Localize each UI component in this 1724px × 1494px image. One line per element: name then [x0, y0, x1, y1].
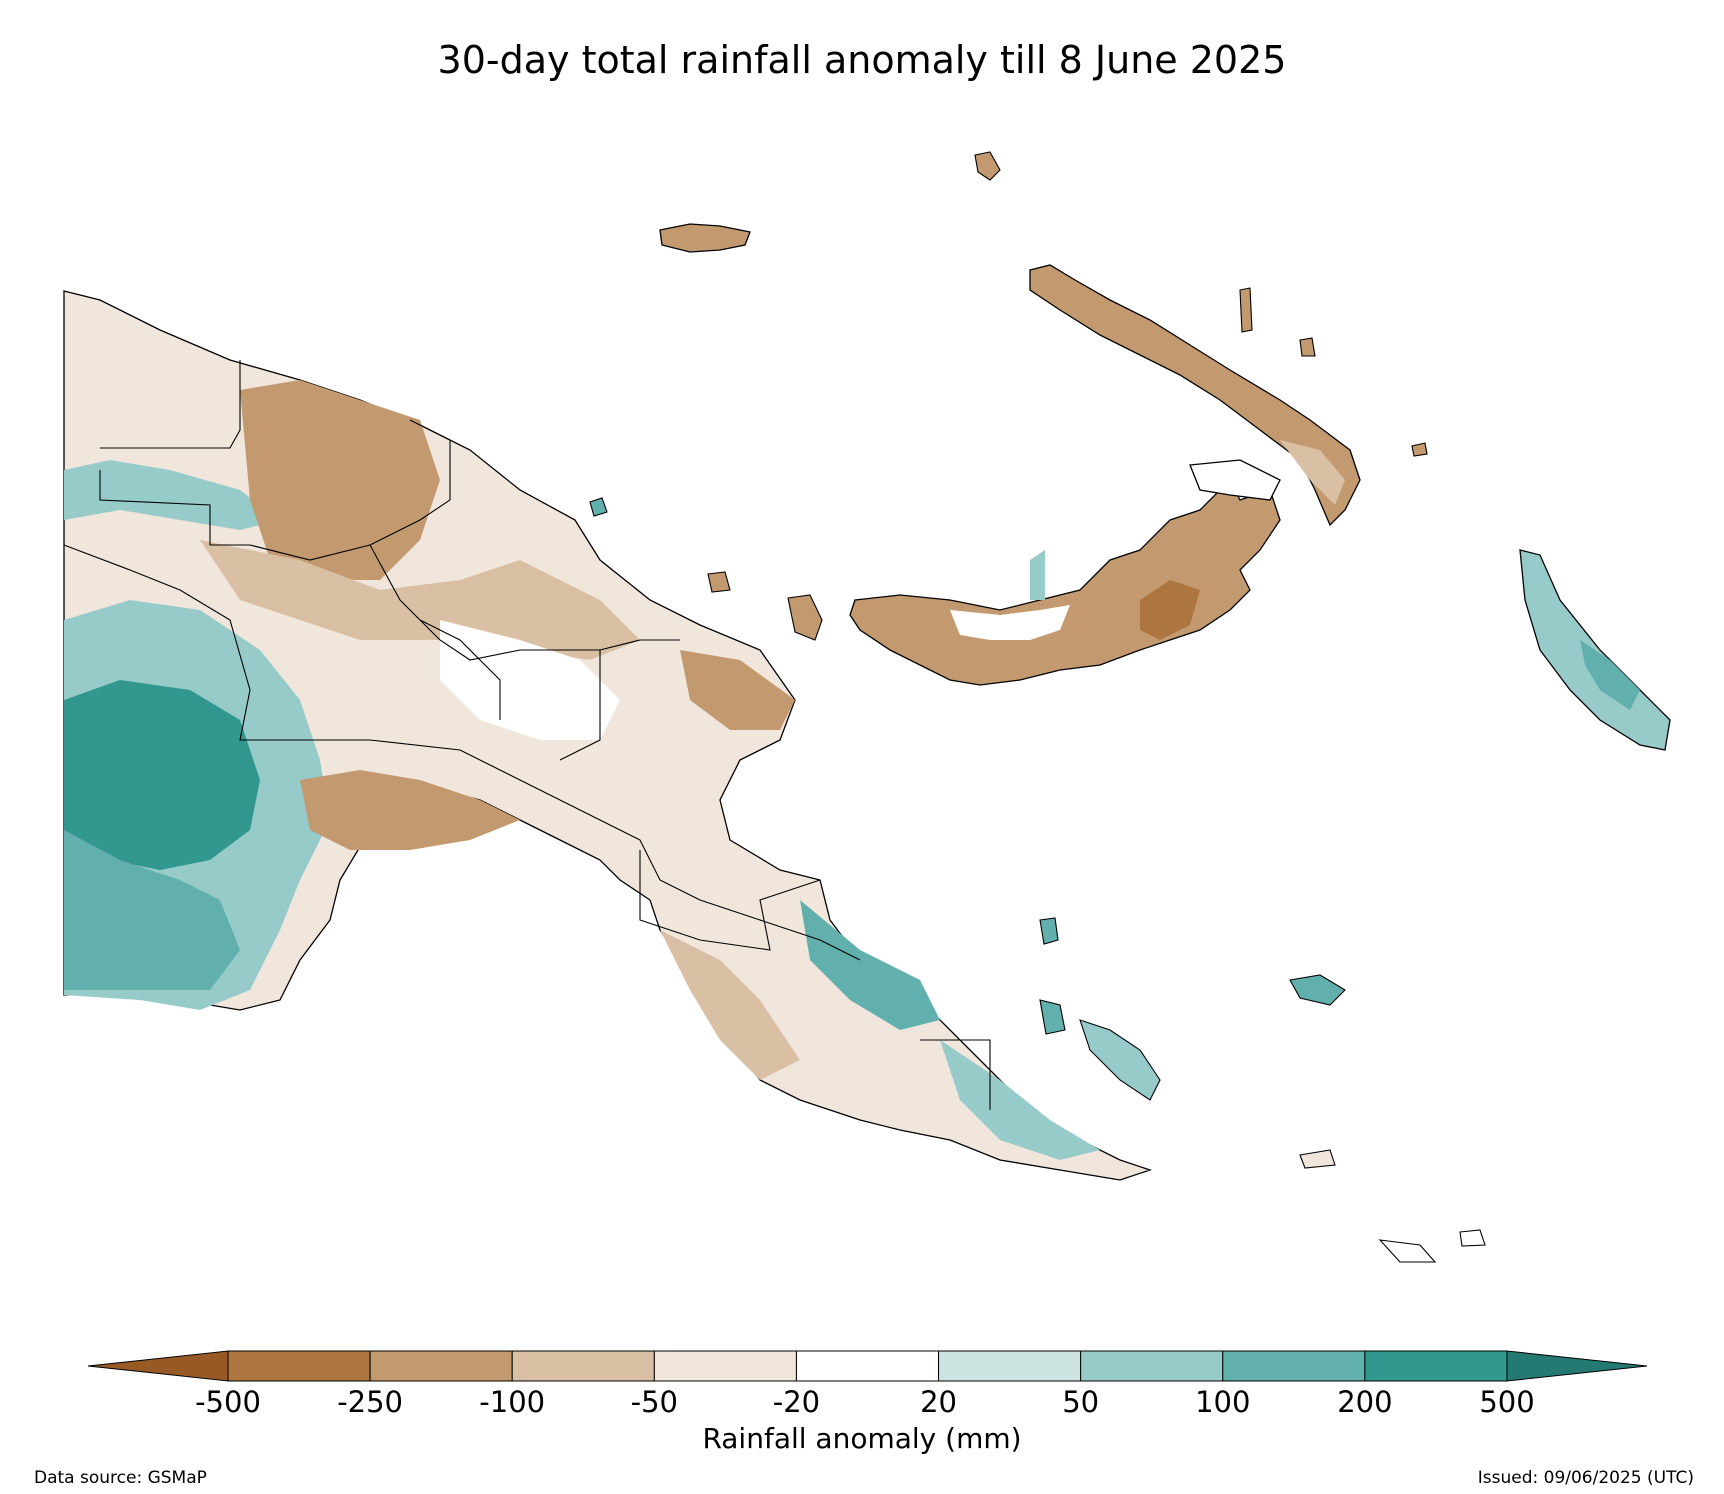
island	[707, 571, 731, 593]
colorbar-segment	[653, 1350, 797, 1382]
boundary-line	[639, 850, 821, 951]
colorbar-label: Rainfall anomaly (mm)	[702, 1422, 1022, 1455]
island	[1299, 337, 1316, 357]
manus-island	[659, 223, 751, 253]
new-ireland-light-patch	[1280, 440, 1345, 505]
small-islands	[589, 151, 1486, 1263]
island	[1411, 442, 1428, 457]
colorbar-segment	[1222, 1350, 1366, 1382]
colorbar-tick-label: -20	[772, 1385, 821, 1419]
bougainville	[1519, 549, 1671, 751]
island	[787, 594, 823, 641]
colorbar-segment	[511, 1350, 655, 1382]
island	[1299, 1149, 1336, 1169]
patch-dry-gulf	[300, 770, 520, 850]
new-britain-very-dry-patch	[1140, 580, 1200, 640]
colorbar-tick-label: 100	[1195, 1385, 1251, 1419]
boundary-line	[559, 650, 601, 761]
colorbar-segment	[369, 1350, 513, 1382]
patch-very-wet-southwest	[64, 680, 260, 870]
colorbar-extend-high	[1506, 1350, 1648, 1382]
new-britain-neutral-patch	[950, 605, 1070, 640]
colorbar-segment	[227, 1350, 371, 1382]
bougainville-wet-patch	[1580, 640, 1640, 710]
colorbar-tick-label: -250	[337, 1385, 404, 1419]
boundary-line	[920, 1039, 991, 1110]
boundary-line	[100, 360, 241, 449]
patch-neutral-highlands	[440, 620, 620, 740]
island	[1079, 1019, 1161, 1101]
island	[1039, 999, 1066, 1035]
patch-dry-central	[200, 540, 640, 660]
colorbar-segment	[795, 1350, 940, 1382]
patch-wet-northwest	[64, 460, 280, 530]
colorbar-tick-label: 50	[1062, 1385, 1100, 1419]
issued-date: Issued: 09/06/2025 (UTC)	[1477, 1468, 1694, 1488]
patch-wet-oro	[800, 900, 940, 1030]
colorbar-segment	[1364, 1350, 1508, 1382]
new-ireland-outline	[1029, 264, 1361, 527]
island	[1289, 974, 1346, 1006]
patch-dry-sepik	[240, 380, 440, 580]
map-title: 30-day total rainfall anomaly till 8 Jun…	[437, 38, 1287, 82]
colorbar	[87, 1350, 1648, 1382]
colorbar-tick-label: -50	[630, 1385, 679, 1419]
island	[1459, 1229, 1486, 1247]
patch-wet-milne	[940, 1040, 1100, 1160]
manus-outline	[659, 223, 751, 253]
boundary-line	[419, 619, 501, 720]
island	[1239, 287, 1253, 333]
island	[1378, 1239, 1437, 1263]
patch-wet-southwest-inner	[64, 830, 240, 990]
colorbar-tick-label: 200	[1337, 1385, 1393, 1419]
island	[1039, 917, 1059, 945]
mainland-anomaly-patches	[64, 380, 1100, 1160]
boundary-line	[99, 419, 451, 561]
colorbar-tick-label: 20	[920, 1385, 957, 1419]
colorbar-tick-label: 500	[1479, 1385, 1535, 1419]
boundary-line	[369, 544, 680, 661]
island	[974, 151, 1001, 181]
island	[589, 497, 608, 517]
colorbar-tick-label: -100	[479, 1385, 546, 1419]
new-britain-neutral-north	[1189, 459, 1281, 501]
new-britain-wet-patch	[1030, 550, 1045, 600]
patch-dry-southeast	[660, 930, 800, 1080]
data-source-note: Data source: GSMaP	[34, 1468, 207, 1488]
new-ireland	[1029, 264, 1361, 527]
patch-dry-madang	[680, 650, 795, 730]
colorbar-extend-low	[87, 1350, 229, 1382]
boundary-line	[63, 544, 861, 961]
colorbar-segment	[1080, 1350, 1224, 1382]
province-boundaries	[63, 360, 991, 1110]
new-britain	[849, 459, 1281, 686]
colorbar-segment	[938, 1350, 1082, 1382]
new-britain-outline	[849, 478, 1281, 686]
colorbar-tick-label: -500	[195, 1385, 261, 1419]
